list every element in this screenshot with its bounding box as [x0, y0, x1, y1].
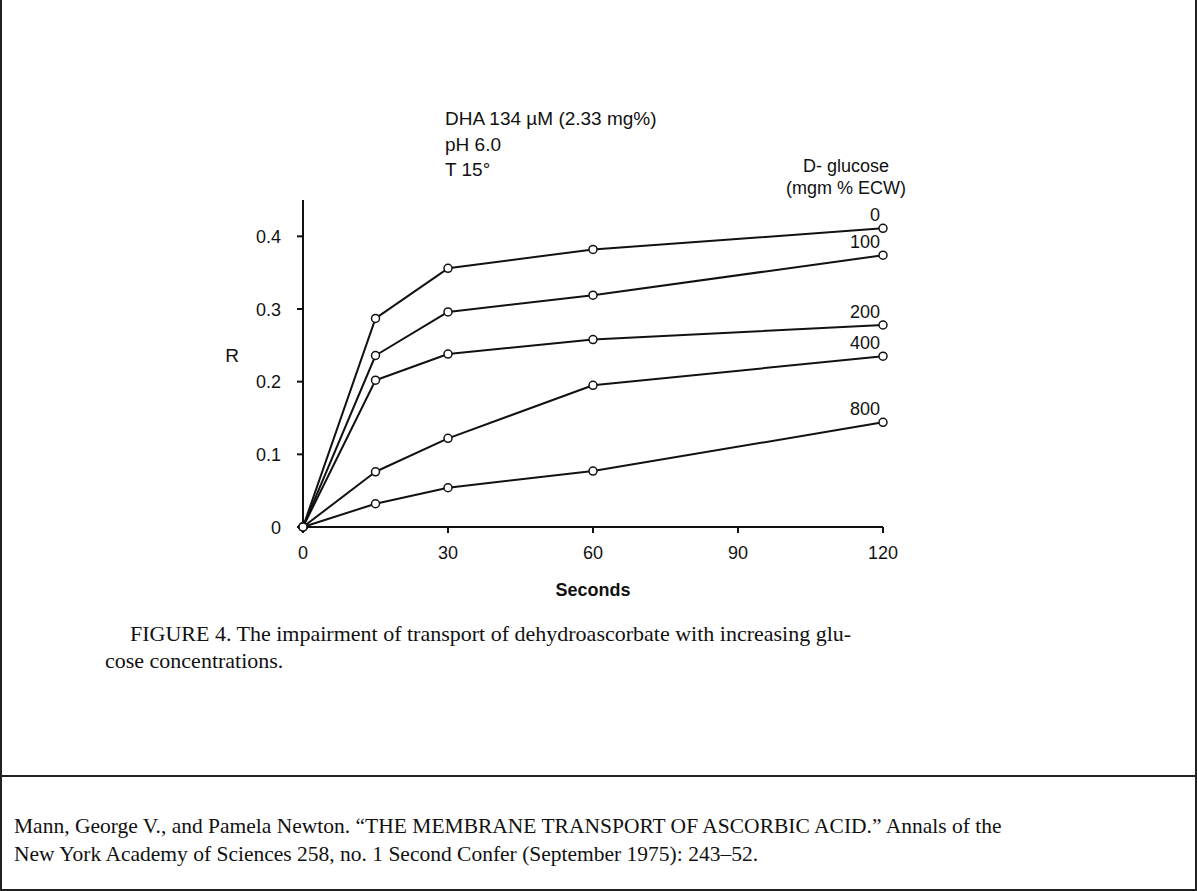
y-tick-label: 0.3 — [256, 300, 281, 320]
series-line — [303, 422, 883, 527]
x-tick — [737, 527, 739, 533]
data-point — [589, 381, 597, 389]
data-point — [879, 321, 887, 329]
page: DHA 134 µM (2.33 mg%) pH 6.0 T 15° D- gluco… — [0, 0, 1197, 891]
y-tick — [297, 308, 303, 310]
y-axis — [302, 200, 304, 527]
data-point — [372, 376, 380, 384]
frame-left — [0, 0, 2, 891]
data-point — [879, 418, 887, 426]
frame-bottom — [0, 889, 1197, 891]
chart-svg: DHA 134 µM (2.33 mg%) pH 6.0 T 15° D- gluco… — [0, 0, 1197, 891]
data-point — [879, 352, 887, 360]
x-tick-label: 30 — [438, 543, 458, 563]
data-point — [299, 523, 307, 531]
data-point — [299, 523, 307, 531]
data-point — [372, 352, 380, 360]
data-point — [879, 224, 887, 232]
source: New York Academy of Sciences 258, no. 1 … — [14, 842, 758, 866]
y-tick — [297, 381, 303, 383]
y-tick-label: 0.2 — [256, 372, 281, 392]
data-point — [372, 500, 380, 508]
series-label: 800 — [850, 399, 880, 419]
annotation: T 15° — [445, 159, 490, 180]
annotation: DHA 134 µM (2.33 mg%) — [445, 108, 657, 129]
series-label: 0 — [870, 205, 880, 225]
caption: FIGURE 4. The impairment of transport of… — [130, 621, 851, 646]
series-line — [303, 228, 883, 527]
data-point — [444, 434, 452, 442]
y-tick-label: 0 — [271, 518, 281, 538]
y-tick-label: 0.1 — [256, 445, 281, 465]
data-point — [444, 308, 452, 316]
data-point — [372, 314, 380, 322]
legend-title: (mgm % ECW) — [786, 178, 906, 198]
annotation: pH 6.0 — [445, 134, 501, 155]
frame-divider — [0, 775, 1197, 777]
data-point — [444, 350, 452, 358]
source: Mann, George V., and Pamela Newton. “THE… — [14, 814, 1002, 838]
x-tick-label: 90 — [728, 543, 748, 563]
frame-right — [1195, 0, 1197, 891]
data-point — [299, 523, 307, 531]
data-point — [589, 245, 597, 253]
data-point — [444, 264, 452, 272]
data-group — [299, 224, 887, 531]
y-tick — [297, 235, 303, 237]
series-label: 200 — [850, 302, 880, 322]
x-tick — [882, 527, 884, 533]
data-point — [444, 484, 452, 492]
series-line — [303, 325, 883, 527]
data-point — [589, 291, 597, 299]
series-line — [303, 356, 883, 527]
data-point — [589, 467, 597, 475]
data-point — [299, 523, 307, 531]
data-point — [589, 336, 597, 344]
series-label: 100 — [850, 232, 880, 252]
y-tick — [297, 453, 303, 455]
series-line — [303, 255, 883, 527]
data-point — [372, 468, 380, 476]
x-tick-label: 60 — [583, 543, 603, 563]
x-tick-label: 120 — [868, 543, 898, 563]
caption: cose concentrations. — [105, 648, 283, 673]
y-axis-label: R — [225, 345, 239, 366]
x-axis-label: Seconds — [555, 580, 630, 600]
x-tick-label: 0 — [298, 543, 308, 563]
data-point — [879, 251, 887, 259]
series-label: 400 — [850, 333, 880, 353]
x-tick — [447, 527, 449, 533]
legend-title: D- glucose — [803, 156, 889, 176]
x-tick — [592, 527, 594, 533]
data-point — [299, 523, 307, 531]
y-tick-label: 0.4 — [256, 227, 281, 247]
